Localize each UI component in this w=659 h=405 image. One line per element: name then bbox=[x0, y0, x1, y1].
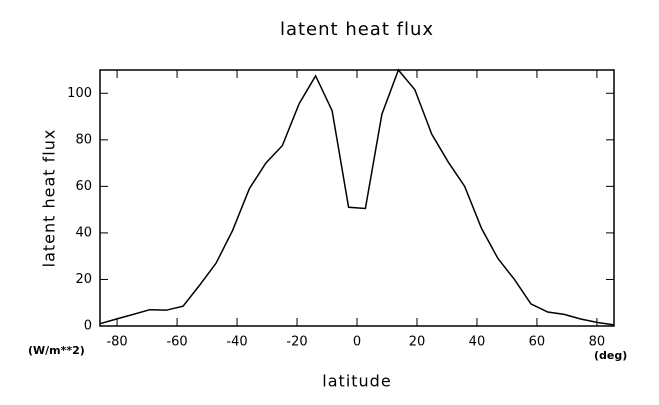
data-line bbox=[99, 68, 615, 326]
x-tick-label: 20 bbox=[409, 335, 426, 350]
x-tick-label: -20 bbox=[286, 335, 307, 350]
x-tick-label: -60 bbox=[166, 335, 187, 350]
chart-title: latent heat flux bbox=[280, 19, 434, 40]
y-tick-label: 20 bbox=[75, 272, 92, 287]
x-tick-label: 40 bbox=[469, 335, 486, 350]
y-tick-label: 80 bbox=[75, 132, 92, 147]
x-tick-label: 80 bbox=[589, 335, 606, 350]
x-tick-label: -40 bbox=[226, 335, 247, 350]
y-tick-label: 100 bbox=[67, 86, 92, 101]
x-unit: (deg) bbox=[594, 349, 627, 362]
x-tick-label: 0 bbox=[353, 335, 361, 350]
y-unit: (W/m**2) bbox=[28, 344, 85, 357]
x-axis-label: latitude bbox=[322, 372, 391, 391]
y-tick-label: 0 bbox=[84, 319, 92, 334]
plot-frame bbox=[99, 69, 615, 327]
x-tick-label: 60 bbox=[529, 335, 546, 350]
y-tick-label: 60 bbox=[75, 179, 92, 194]
y-tick-label: 40 bbox=[75, 225, 92, 240]
x-tick-label: -80 bbox=[106, 335, 127, 350]
y-axis-label: latent heat flux bbox=[40, 129, 59, 268]
